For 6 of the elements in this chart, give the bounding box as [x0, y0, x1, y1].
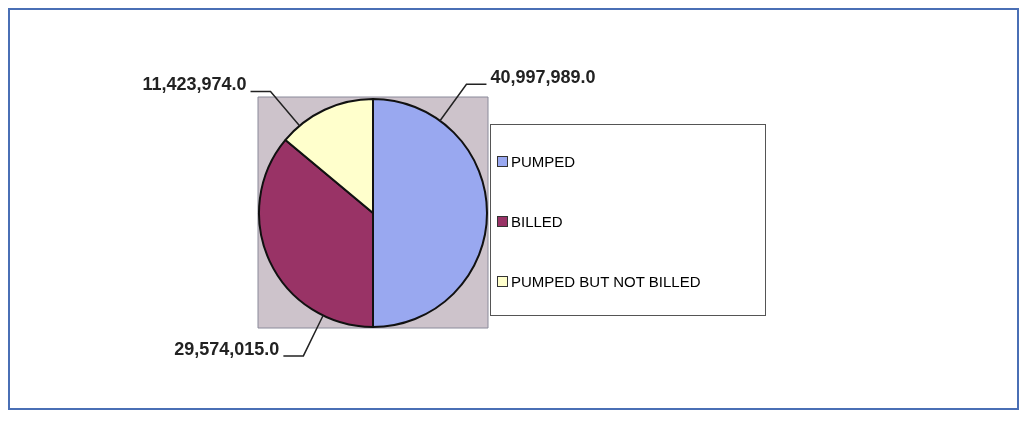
- data-label: 29,574,015.0: [174, 338, 280, 359]
- legend-label: BILLED: [511, 212, 563, 230]
- legend-label: PUMPED: [511, 152, 576, 170]
- legend-label: PUMPED BUT NOT BILLED: [511, 272, 701, 290]
- data-label: 11,423,974.0: [142, 74, 247, 95]
- data-label: 40,997,989.0: [490, 67, 596, 88]
